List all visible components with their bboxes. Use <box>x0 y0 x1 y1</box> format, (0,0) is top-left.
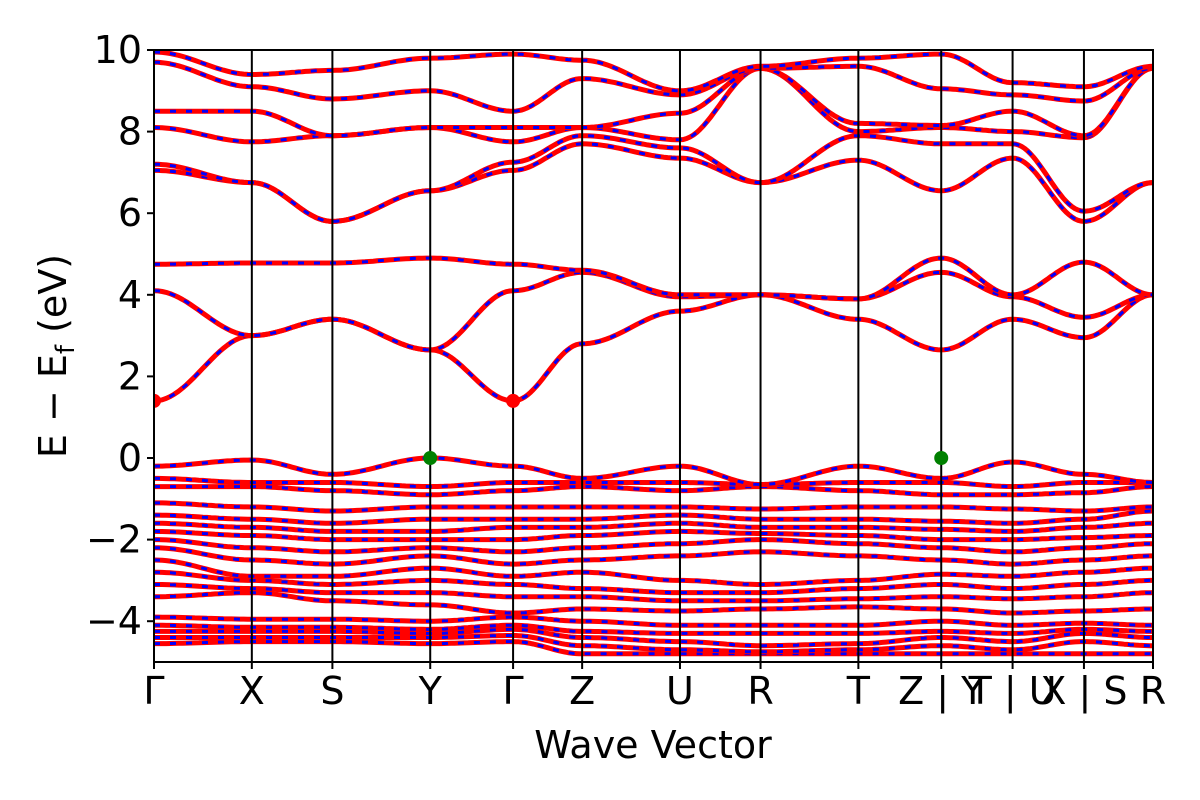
plot-frame <box>153 49 1154 663</box>
high-symmetry-lines <box>250 50 1085 662</box>
extrema-markers <box>154 393 949 465</box>
k-point-label: Γ <box>143 669 164 713</box>
cbm-marker <box>154 393 161 408</box>
vbm-marker <box>423 451 438 465</box>
y-tick-label: 8 <box>118 110 142 154</box>
plot-background <box>154 50 1153 662</box>
k-point-label: X | S <box>1040 669 1127 714</box>
k-point-label: X <box>239 669 265 713</box>
k-point-label: Z <box>569 669 595 713</box>
y-tick-label: −2 <box>86 518 142 562</box>
y-axis-label: E − Ef (eV) <box>31 254 81 458</box>
k-point-label: R <box>1140 669 1166 713</box>
y-tick-label: 4 <box>118 273 142 317</box>
x-axis-ticks: Γ X S Y Γ Z U R T Z | YT | UX | S R <box>143 662 1166 714</box>
vbm-marker <box>934 451 949 465</box>
y-axis-label-sub: f <box>51 344 81 354</box>
y-axis-label-unit: (eV) <box>31 254 75 345</box>
k-point-label: Y <box>418 669 443 713</box>
k-point-label: T <box>846 669 871 713</box>
k-point-label: R <box>747 669 773 713</box>
y-tick-label: −4 <box>86 599 142 643</box>
y-tick-label: 0 <box>118 436 142 480</box>
y-axis-label-main: E − E <box>31 354 75 458</box>
k-point-label: S <box>320 669 344 713</box>
k-point-label: Z | Y <box>898 669 985 714</box>
y-tick-label: 10 <box>94 28 142 72</box>
y-tick-label: 6 <box>118 191 142 235</box>
k-point-label: Γ <box>503 669 524 713</box>
y-axis-ticks: −4 −2 0 2 4 6 8 10 <box>86 28 154 643</box>
k-point-label: U <box>666 669 694 713</box>
x-axis-label: Wave Vector <box>534 723 772 767</box>
cbm-marker <box>506 393 521 408</box>
y-tick-label: 2 <box>118 354 142 398</box>
k-point-label: T | U <box>968 669 1057 714</box>
